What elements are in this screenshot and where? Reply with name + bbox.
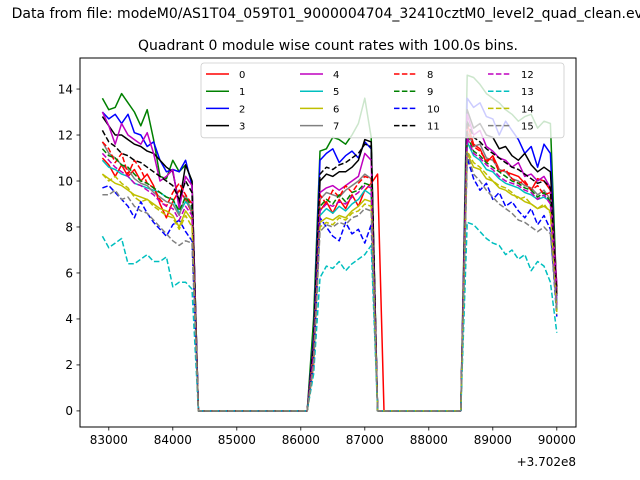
axes-layer: 83000 84000 85000 86000 87000 88000 89000 90000… [58, 82, 576, 447]
legend-label-11: 11 [427, 122, 440, 133]
series-line-6 [101, 152, 558, 412]
legend-label-5: 5 [333, 87, 339, 98]
x-tick-label-84000: 84000 [154, 433, 192, 447]
series-line-9 [101, 134, 558, 412]
legend-label-6: 6 [333, 104, 339, 115]
legend-label-1: 1 [239, 87, 245, 98]
series-line-7 [101, 129, 558, 412]
chart-suptitle: Data from file: modeM0/AS1T04_059T01_900… [12, 6, 640, 22]
legend-label-8: 8 [427, 70, 433, 81]
x-tick-label-86000: 86000 [282, 433, 320, 447]
plot-frame [79, 57, 577, 428]
x-offset-label: +3.702e8 [517, 455, 576, 469]
y-tick-label-14: 14 [58, 82, 73, 96]
legend-box [200, 62, 565, 139]
series-line-8 [101, 129, 558, 412]
legend-label-15: 15 [521, 122, 534, 133]
series-layer [101, 74, 558, 412]
legend-label-2: 2 [239, 104, 245, 115]
legend-label-10: 10 [427, 104, 440, 115]
y-tick-label-8: 8 [65, 220, 73, 234]
legend-label-7: 7 [333, 122, 339, 133]
legend-label-12: 12 [521, 70, 534, 81]
series-line-14 [101, 150, 558, 412]
legend-label-14: 14 [521, 104, 534, 115]
series-line-15 [102, 152, 558, 412]
chart-title: Quadrant 0 module wise count rates with … [138, 38, 518, 54]
x-tick-label-89000: 89000 [474, 433, 512, 447]
y-tick-label-10: 10 [58, 174, 73, 188]
series-line-12 [101, 136, 558, 412]
legend-label-9: 9 [427, 87, 433, 98]
y-tick-label-6: 6 [65, 266, 73, 280]
y-tick-label-0: 0 [65, 404, 73, 418]
x-tick-label-88000: 88000 [410, 433, 448, 447]
series-line-13 [101, 221, 558, 412]
x-tick-label-85000: 85000 [218, 433, 256, 447]
x-tick-label-87000: 87000 [346, 433, 384, 447]
series-line-10 [102, 157, 558, 412]
y-tick-label-2: 2 [65, 358, 73, 372]
x-tick-label-83000: 83000 [90, 433, 128, 447]
series-line-3 [101, 108, 558, 412]
legend-label-4: 4 [333, 70, 339, 81]
series-line-0 [101, 122, 558, 412]
legend-label-3: 3 [239, 122, 245, 133]
y-tick-label-4: 4 [65, 312, 73, 326]
legend-label-13: 13 [521, 87, 534, 98]
x-tick-label-90000: 90000 [538, 433, 576, 447]
y-tick-label-12: 12 [58, 128, 73, 142]
legend-label-0: 0 [239, 70, 245, 81]
